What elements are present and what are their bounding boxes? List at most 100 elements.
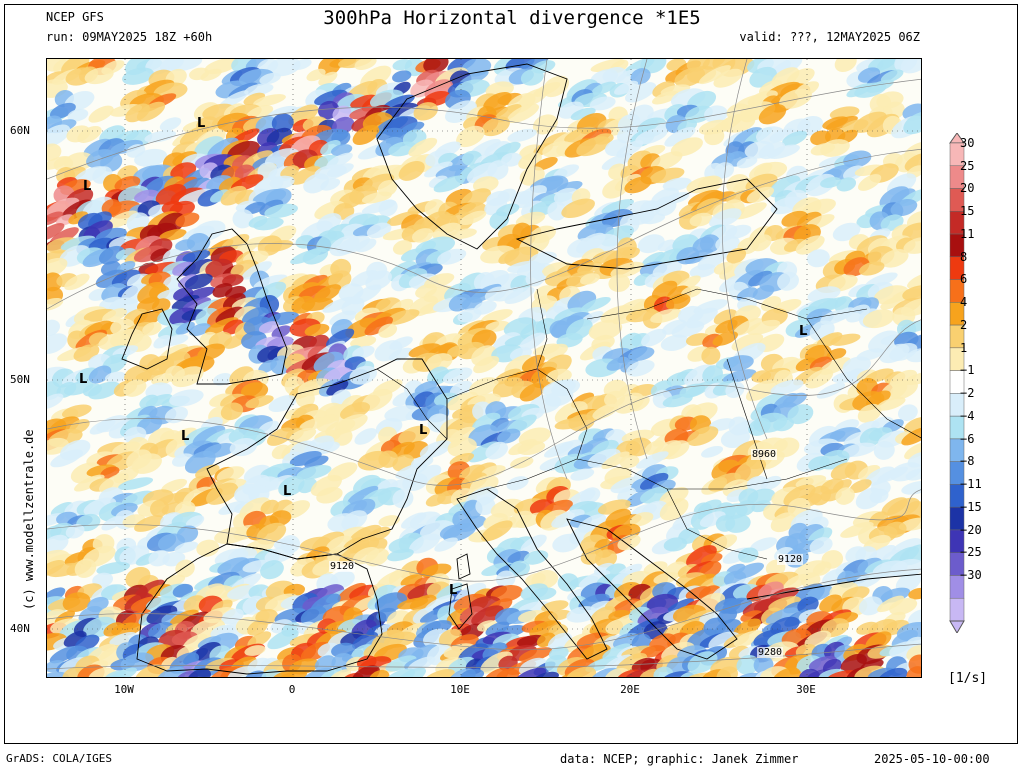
- divergence-blob: [385, 309, 420, 325]
- divergence-blob: [253, 94, 286, 107]
- divergence-blob: [862, 309, 895, 329]
- divergence-blob: [207, 137, 239, 160]
- divergence-blob: [47, 250, 68, 264]
- map-canvas: [47, 59, 921, 677]
- divergence-blob: [521, 354, 545, 372]
- divergence-blob: [398, 160, 425, 181]
- divergence-blob: [570, 107, 596, 121]
- divergence-blob: [659, 487, 689, 507]
- divergence-blob: [820, 139, 850, 157]
- divergence-blob: [84, 67, 114, 85]
- divergence-blob: [326, 380, 349, 396]
- divergence-blob: [858, 174, 882, 191]
- divergence-blob: [518, 88, 548, 107]
- divergence-blob: [640, 59, 667, 74]
- data-credit: data: NCEP; graphic: Janek Zimmer: [560, 752, 799, 766]
- divergence-blob: [833, 307, 855, 322]
- divergence-blob: [628, 347, 655, 362]
- divergence-blob: [725, 514, 751, 533]
- divergence-blob: [485, 320, 510, 332]
- divergence-blob: [269, 175, 295, 190]
- divergence-blob: [102, 308, 127, 323]
- divergence-blob: [592, 403, 619, 420]
- divergence-blob: [630, 68, 651, 85]
- divergence-blob: [601, 152, 633, 170]
- divergence-blob: [392, 70, 412, 83]
- divergence-map[interactable]: L L L L L L L L 9120 8960 9120 9280: [46, 58, 922, 678]
- divergence-blob: [858, 465, 881, 481]
- divergence-blob: [271, 325, 291, 339]
- divergence-blob: [271, 113, 294, 133]
- divergence-blob: [320, 140, 341, 155]
- divergence-blob: [589, 96, 616, 111]
- divergence-blob: [708, 472, 741, 492]
- divergence-blob: [98, 473, 129, 493]
- divergence-blob: [517, 185, 547, 205]
- divergence-blob: [701, 445, 724, 458]
- divergence-blob: [525, 270, 545, 287]
- divergence-blob: [501, 152, 523, 167]
- divergence-blob: [378, 323, 398, 338]
- divergence-blob: [123, 379, 147, 397]
- contour-label: 8960: [751, 449, 778, 460]
- divergence-blob: [243, 92, 266, 106]
- divergence-blob: [253, 274, 288, 290]
- divergence-blob: [253, 217, 284, 231]
- divergence-blob: [50, 449, 83, 468]
- divergence-blob: [144, 130, 177, 143]
- divergence-blob: [520, 68, 544, 86]
- divergence-blob: [447, 437, 477, 457]
- divergence-blob: [901, 480, 921, 495]
- divergence-blob: [570, 468, 595, 481]
- divergence-blob: [336, 235, 371, 255]
- divergence-blob: [734, 202, 767, 220]
- divergence-blob: [732, 127, 763, 148]
- colorbar-level-label: −8: [960, 454, 975, 469]
- divergence-blob: [580, 487, 601, 504]
- divergence-blob: [423, 59, 449, 74]
- divergence-blob: [506, 476, 529, 491]
- divergence-blob: [816, 332, 843, 349]
- divergence-blob: [581, 296, 611, 312]
- divergence-blob: [364, 316, 393, 336]
- divergence-blob: [759, 451, 785, 470]
- divergence-blob: [316, 487, 343, 504]
- colorbar-level-label: 20: [960, 181, 975, 196]
- divergence-blob: [849, 479, 872, 493]
- divergence-blob: [266, 427, 294, 446]
- divergence-blob: [365, 270, 392, 291]
- divergence-blob: [162, 334, 189, 346]
- divergence-blob: [168, 59, 203, 72]
- divergence-blob: [244, 83, 274, 96]
- model-name: NCEP GFS: [46, 10, 104, 24]
- divergence-blob: [890, 188, 916, 206]
- divergence-blob: [903, 417, 921, 435]
- divergence-blob: [229, 438, 258, 457]
- divergence-blob: [485, 441, 508, 460]
- divergence-blob: [713, 68, 743, 88]
- divergence-blob: [398, 425, 430, 445]
- divergence-blob: [118, 477, 154, 491]
- divergence-blob: [779, 88, 812, 109]
- low-marker: L: [197, 116, 206, 131]
- divergence-blob: [414, 380, 438, 395]
- divergence-blob: [773, 417, 795, 432]
- divergence-blob: [88, 105, 114, 123]
- divergence-blob: [723, 355, 754, 372]
- divergence-blob: [63, 152, 95, 171]
- map-title: 300hPa Horizontal divergence *1E5: [323, 7, 701, 29]
- colorbar-level-label: −4: [960, 408, 975, 423]
- divergence-blob: [259, 72, 281, 85]
- divergence-blob: [725, 224, 752, 239]
- run-info: run: 09MAY2025 18Z +60h: [46, 30, 213, 44]
- divergence-blob: [722, 369, 757, 383]
- divergence-blob: [532, 114, 558, 135]
- divergence-blob: [332, 427, 353, 446]
- divergence-blob: [626, 359, 655, 377]
- divergence-blob: [473, 355, 500, 374]
- divergence-blob: [459, 210, 487, 225]
- divergence-blob: [469, 377, 499, 396]
- colorbar-level-label: −25: [960, 545, 982, 560]
- colorbar-level-label: 15: [960, 204, 975, 219]
- divergence-blob: [857, 403, 882, 423]
